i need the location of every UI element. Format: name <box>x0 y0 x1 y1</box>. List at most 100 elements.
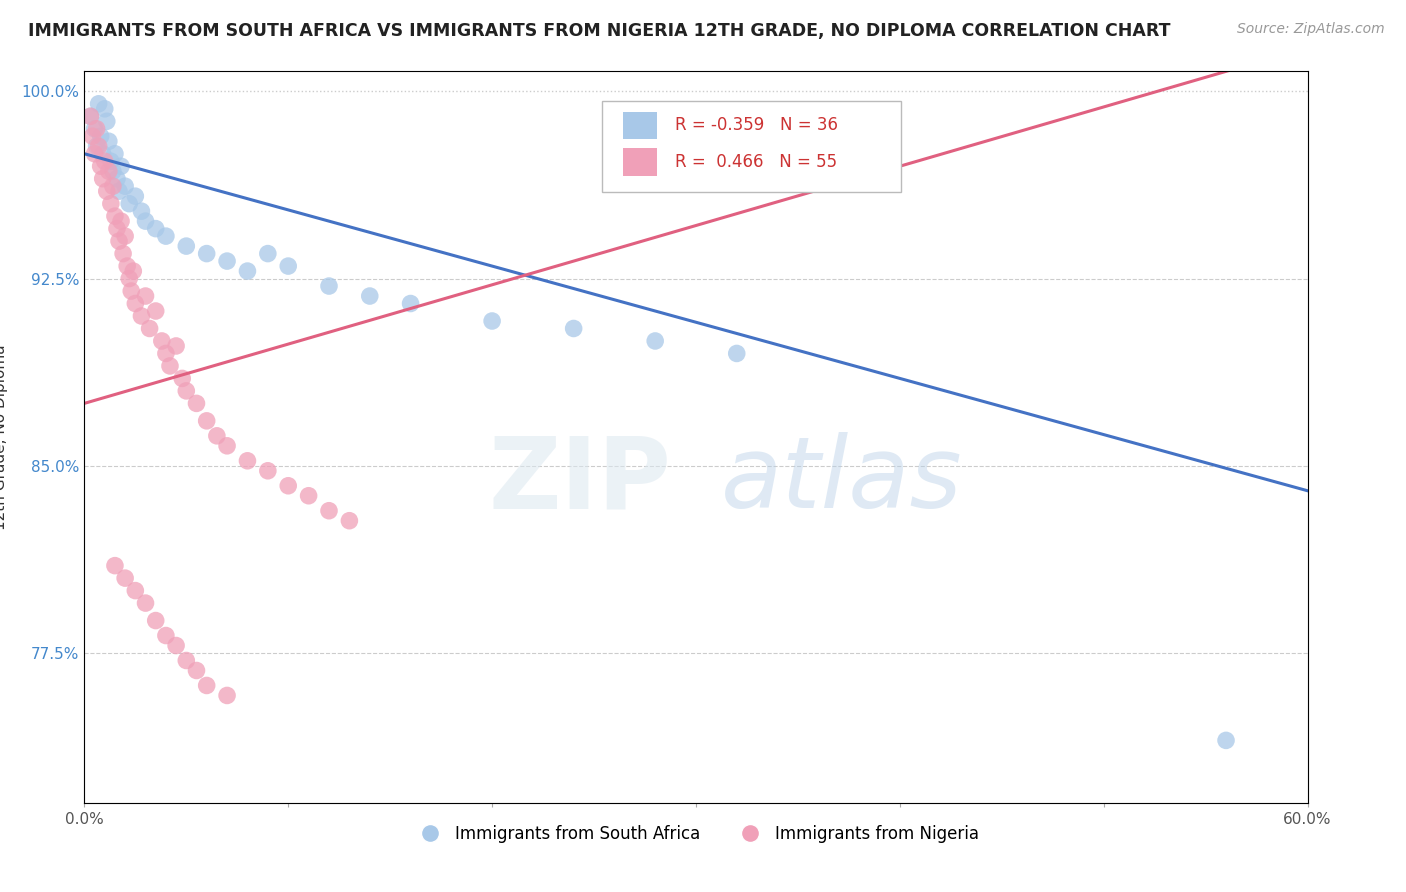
Point <box>359 289 381 303</box>
Point <box>118 196 141 211</box>
Point <box>257 246 280 260</box>
Point <box>174 384 197 398</box>
Point <box>277 479 299 493</box>
Point <box>159 359 181 373</box>
Point <box>124 296 146 310</box>
FancyBboxPatch shape <box>602 101 901 192</box>
Point <box>104 209 127 223</box>
Point <box>120 284 142 298</box>
Point <box>114 179 136 194</box>
Point <box>104 558 127 573</box>
Text: IMMIGRANTS FROM SOUTH AFRICA VS IMMIGRANTS FROM NIGERIA 12TH GRADE, NO DIPLOMA C: IMMIGRANTS FROM SOUTH AFRICA VS IMMIGRAN… <box>28 22 1171 40</box>
Point <box>86 121 108 136</box>
Point <box>135 596 157 610</box>
Point <box>318 504 340 518</box>
Point <box>195 414 218 428</box>
Point <box>155 346 177 360</box>
Point <box>145 304 167 318</box>
Point <box>90 159 112 173</box>
Point <box>172 371 194 385</box>
Point <box>108 234 131 248</box>
Point <box>82 129 104 144</box>
Point <box>155 229 177 244</box>
Y-axis label: 12th Grade, No Diploma: 12th Grade, No Diploma <box>0 344 7 530</box>
Point <box>562 321 585 335</box>
Point <box>174 239 197 253</box>
Point <box>131 204 153 219</box>
Point <box>165 339 187 353</box>
Point <box>83 146 105 161</box>
Point <box>105 171 128 186</box>
Point <box>104 146 127 161</box>
Point <box>96 114 118 128</box>
Point <box>100 196 122 211</box>
Point <box>236 454 259 468</box>
Bar <box>623 148 657 176</box>
Point <box>124 189 146 203</box>
Point <box>257 464 280 478</box>
Point <box>339 514 361 528</box>
Legend: Immigrants from South Africa, Immigrants from Nigeria: Immigrants from South Africa, Immigrants… <box>406 818 986 849</box>
Point <box>205 429 228 443</box>
Point <box>108 184 131 198</box>
Point <box>96 184 118 198</box>
Point <box>217 254 239 268</box>
Point <box>277 259 299 273</box>
Point <box>79 109 101 123</box>
Point <box>298 489 321 503</box>
Point <box>90 129 112 144</box>
Point <box>101 179 124 194</box>
Point <box>145 221 167 235</box>
Point <box>110 214 132 228</box>
Point <box>93 102 115 116</box>
Point <box>236 264 259 278</box>
Point <box>155 628 177 642</box>
Point <box>1215 733 1237 747</box>
Point <box>79 109 101 123</box>
Point <box>91 171 114 186</box>
Point <box>118 271 141 285</box>
Point <box>186 664 208 678</box>
Point <box>87 96 110 111</box>
Text: R = -0.359   N = 36: R = -0.359 N = 36 <box>675 117 838 135</box>
Point <box>100 154 122 169</box>
Point <box>481 314 503 328</box>
Point <box>93 154 115 169</box>
Point <box>124 583 146 598</box>
Point <box>86 139 108 153</box>
Point <box>165 639 187 653</box>
Point <box>97 164 120 178</box>
Point <box>399 296 422 310</box>
Point <box>174 653 197 667</box>
Bar <box>623 112 657 139</box>
Point <box>217 689 239 703</box>
Point <box>110 159 132 173</box>
Point <box>91 146 114 161</box>
Text: atlas: atlas <box>720 433 962 530</box>
Point <box>97 134 120 148</box>
Point <box>195 246 218 260</box>
Point <box>644 334 666 348</box>
Point <box>112 246 135 260</box>
Text: Source: ZipAtlas.com: Source: ZipAtlas.com <box>1237 22 1385 37</box>
Point <box>131 309 153 323</box>
Point <box>114 571 136 585</box>
Point <box>186 396 208 410</box>
Point <box>217 439 239 453</box>
Point <box>138 321 160 335</box>
Point <box>150 334 173 348</box>
Point <box>318 279 340 293</box>
Point <box>145 614 167 628</box>
Point <box>87 139 110 153</box>
Point <box>83 121 105 136</box>
Point <box>114 229 136 244</box>
Point <box>135 289 157 303</box>
Point <box>135 214 157 228</box>
Point <box>195 678 218 692</box>
Point <box>105 221 128 235</box>
Point <box>122 264 145 278</box>
Point <box>115 259 138 273</box>
Text: R =  0.466   N = 55: R = 0.466 N = 55 <box>675 153 838 171</box>
Text: ZIP: ZIP <box>489 433 672 530</box>
Point <box>725 346 748 360</box>
